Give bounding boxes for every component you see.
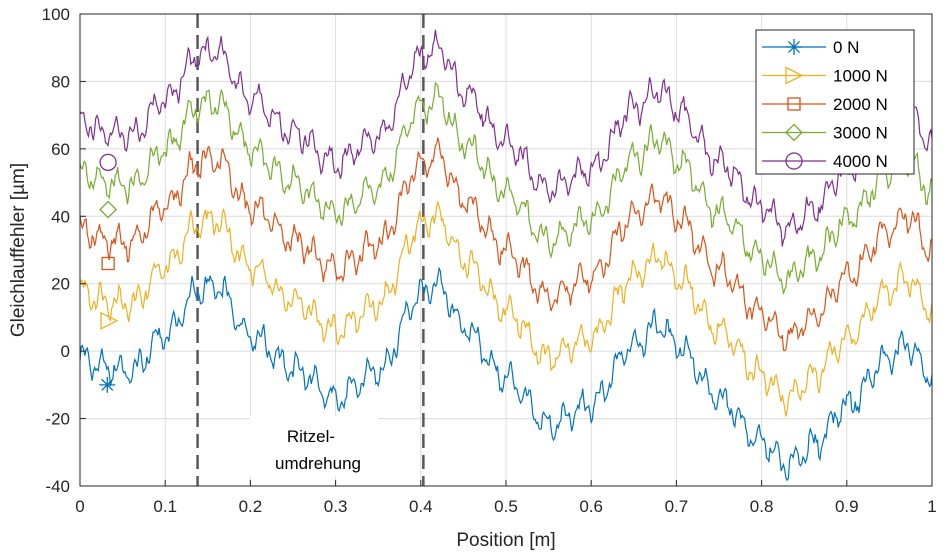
x-axis-label: Position [m] bbox=[456, 530, 555, 551]
series-lines bbox=[79, 29, 933, 482]
legend-marker-3 bbox=[785, 123, 803, 142]
series-line-0 bbox=[79, 266, 933, 482]
annotation-line1: Ritzel- bbox=[287, 427, 335, 446]
x-tick-label: 0 bbox=[75, 497, 84, 516]
x-axis-ticks: 0 0.1 0.2 0.3 0.4 0.5 0.6 0.7 0.8 0.9 1 bbox=[75, 480, 937, 516]
y-axis-label: Gleichlauffehler [µm] bbox=[8, 163, 29, 337]
x-tick-label: 0.3 bbox=[324, 497, 348, 516]
y-tick-label: 0 bbox=[61, 342, 70, 361]
series-marker-2-shape bbox=[101, 256, 115, 271]
series-marker-0 bbox=[99, 376, 116, 393]
legend-box bbox=[755, 29, 915, 175]
x-tick-label: 0.7 bbox=[665, 497, 689, 516]
y-tick-label: 80 bbox=[51, 72, 70, 91]
vertical-markers bbox=[196, 14, 425, 486]
x-tick-label: 0.9 bbox=[835, 497, 859, 516]
series-line-1 bbox=[79, 200, 933, 417]
legend-marker-0 bbox=[786, 39, 802, 55]
y-axis-ticks: -40 -20 0 20 40 60 80 100 bbox=[42, 5, 86, 496]
legend-marker-1-shape bbox=[785, 66, 804, 85]
series-marker-3-shape bbox=[99, 200, 118, 219]
y-tick-label: 100 bbox=[42, 5, 70, 24]
x-tick-label: 0.6 bbox=[579, 497, 603, 516]
series-marker-0-stroke bbox=[101, 378, 114, 391]
series-markers bbox=[99, 153, 119, 393]
legend-label-0: 0 N bbox=[833, 38, 859, 57]
y-tick-label: -40 bbox=[45, 477, 70, 496]
legend-marker-4 bbox=[785, 152, 803, 170]
legend-marker-4-shape bbox=[785, 152, 803, 170]
annotation-line2: umdrehung bbox=[275, 454, 361, 473]
y-tick-label: 40 bbox=[51, 207, 70, 226]
x-tick-label: 0.1 bbox=[153, 497, 177, 516]
x-tick-label: 0.5 bbox=[494, 497, 518, 516]
x-tick-label: 0.4 bbox=[409, 497, 433, 516]
series-line-2 bbox=[79, 137, 933, 352]
legend-label-4: 4000 N bbox=[833, 152, 888, 171]
y-tick-label: -20 bbox=[45, 410, 70, 429]
legend-marker-3-shape bbox=[785, 123, 803, 142]
legend-marker-1 bbox=[785, 66, 804, 85]
series-marker-3 bbox=[99, 200, 118, 219]
x-tick-label: 0.8 bbox=[750, 497, 774, 516]
x-tick-label: 1 bbox=[927, 497, 936, 516]
annotation-background bbox=[250, 416, 378, 476]
legend-label-2: 2000 N bbox=[833, 95, 888, 114]
series-line-3 bbox=[79, 81, 933, 295]
series-marker-2 bbox=[101, 256, 115, 271]
series-marker-1-shape bbox=[100, 311, 119, 330]
series-marker-1 bbox=[100, 311, 119, 330]
x-tick-label: 0.2 bbox=[239, 497, 263, 516]
y-tick-label: 60 bbox=[51, 140, 70, 159]
legend-label-3: 3000 N bbox=[833, 124, 888, 143]
series-marker-4 bbox=[99, 153, 117, 171]
legend-marker-0-stroke bbox=[787, 40, 801, 54]
legend-marker-2 bbox=[787, 97, 801, 111]
y-tick-label: 20 bbox=[51, 275, 70, 294]
legend: 0 N 1000 N 2000 N 3000 N 4000 N bbox=[755, 29, 915, 175]
legend-marker-2-shape bbox=[787, 97, 801, 111]
series-marker-4-shape bbox=[99, 153, 117, 171]
legend-label-1: 1000 N bbox=[833, 67, 888, 86]
series-line-4 bbox=[79, 29, 933, 247]
